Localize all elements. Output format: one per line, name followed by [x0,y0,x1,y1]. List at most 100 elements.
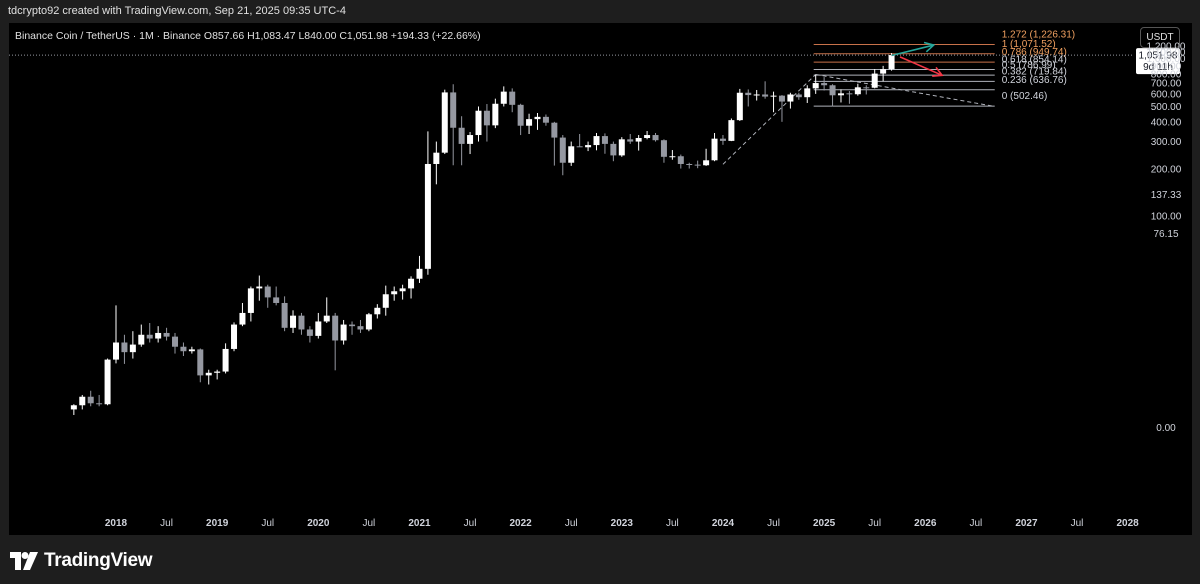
fib-level-label: 0.5 (786.99) [1002,60,1056,71]
candle [526,113,533,135]
candle [281,296,288,332]
candle [593,132,600,151]
candle [205,369,212,385]
candle-body [281,302,288,328]
candle [610,141,617,162]
candle-body [365,314,372,330]
tradingview-logo[interactable]: TradingView [10,549,153,573]
fib-level-label: 0.236 (636.76) [1002,75,1067,86]
candle-body [475,110,482,136]
candle-body [222,348,229,372]
candle [854,83,861,96]
candle [408,276,415,299]
candle-body [770,95,777,97]
candle-body [871,73,878,88]
fib-levels: 1.272 (1,226.31)1 (1,071.52)0.786 (949.7… [813,29,1075,107]
fib-level-label: 0.382 (719.84) [1002,66,1067,77]
tradingview-logo-icon [10,552,38,570]
candle [863,85,870,95]
candle-body [79,396,86,406]
candle-body [214,371,221,373]
candle-body [812,83,819,89]
candle [846,91,853,104]
candle [753,89,760,101]
candle [290,310,297,333]
candle [601,133,608,154]
candle-body [256,286,263,289]
candle-body [593,136,600,146]
y-tick-label: 800.00 [1151,70,1182,81]
candle [804,85,811,103]
candle [96,394,103,407]
candle-body [433,152,440,164]
candle [441,89,448,155]
candle-body [551,122,558,138]
price-badge-countdown: 9d 11h [1143,62,1173,73]
candle-body [492,103,499,126]
x-tick-label: 2018 [105,518,128,529]
y-tick-label: 1,100.00 [1147,47,1186,58]
candle [197,348,204,383]
candle-body [290,315,297,328]
candle [273,286,280,306]
candle-body [239,312,246,325]
currency-button[interactable]: USDT [1140,27,1180,48]
candle [635,135,642,151]
candle-body [458,127,465,144]
candle-body [113,342,119,360]
candle-body [854,87,861,95]
candle-body [231,324,238,349]
candle [315,312,322,339]
y-axis: 1,200.001,100.001,000.00900.00800.00700.… [1147,41,1186,434]
candle [483,104,490,142]
candle-body [652,135,659,141]
candle-body [837,93,844,96]
candle-body [273,297,280,303]
arrow-head [932,66,944,77]
candle [129,331,136,359]
chart-panel[interactable]: Binance Coin / TetherUS · 1M · Binance O… [9,23,1192,535]
candle [888,53,895,71]
candle [652,132,659,142]
candle-body [568,146,575,163]
candle [374,304,381,319]
candle [163,327,170,341]
y-tick-label: 900.00 [1151,61,1182,72]
candle [745,89,752,107]
y-tick-label: 600.00 [1151,89,1182,100]
candle-body [644,135,651,139]
x-tick-label: 2026 [914,518,937,529]
arrow-head [923,41,936,53]
candle-body [627,139,634,142]
candle [264,284,271,308]
candle-body [382,294,389,308]
candle-body [323,315,330,322]
candle-body [188,349,195,352]
candle-body [306,329,313,336]
candle [87,390,94,407]
x-tick-label: Jul [1071,518,1084,529]
candle [256,275,263,301]
arrow-down [899,56,944,77]
candle-body [719,138,726,141]
candle [644,131,651,140]
arrow-shaft [891,44,934,57]
candle [627,134,634,144]
x-tick-label: Jul [868,518,881,529]
candle [155,326,162,343]
candle-body [526,119,533,126]
candle [492,98,499,129]
x-tick-label: 2027 [1015,518,1038,529]
candle [542,114,549,126]
candle-body [585,145,592,148]
candle-body [576,146,583,148]
candle [104,358,111,406]
candle-body [416,268,423,279]
candle [399,284,406,300]
candle-body [601,136,608,144]
candle [433,141,440,185]
x-tick-label: 2024 [712,518,735,529]
candle-body [618,139,625,156]
price-chart[interactable]: 1.272 (1,226.31)1 (1,071.52)0.786 (949.7… [9,23,1192,535]
candle [703,148,710,166]
